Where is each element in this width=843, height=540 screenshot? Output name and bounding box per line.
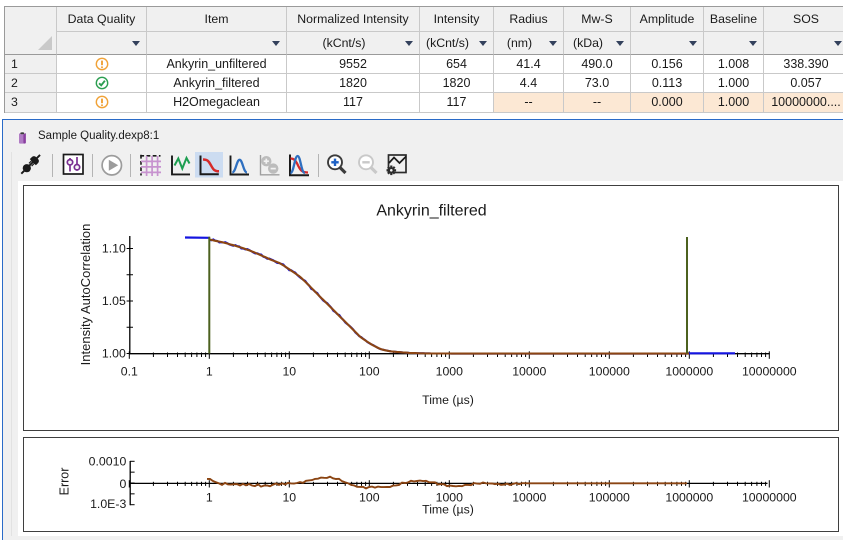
svg-text:10000000: 10000000	[742, 491, 797, 505]
svg-text:Time (µs): Time (µs)	[422, 393, 474, 407]
svg-text:1000: 1000	[436, 491, 464, 505]
svg-text:1.00: 1.00	[102, 347, 126, 361]
svg-text:Intensity AutoCorrelation: Intensity AutoCorrelation	[78, 224, 93, 366]
svg-text:1.05: 1.05	[102, 294, 126, 308]
svg-text:Error: Error	[58, 468, 72, 496]
svg-text:Ankyrin_filtered: Ankyrin_filtered	[376, 203, 486, 220]
svg-text:1.0E-3: 1.0E-3	[90, 497, 126, 511]
svg-text:100000: 100000	[589, 491, 630, 505]
svg-text:0.0010: 0.0010	[89, 455, 127, 469]
svg-text:Time (µs): Time (µs)	[422, 503, 474, 517]
svg-text:10000: 10000	[512, 491, 546, 505]
svg-text:10000: 10000	[512, 365, 546, 379]
svg-text:1000000: 1000000	[665, 491, 713, 505]
svg-text:100: 100	[359, 491, 380, 505]
svg-text:1: 1	[206, 365, 213, 379]
svg-text:10: 10	[282, 491, 296, 505]
svg-text:1000000: 1000000	[665, 365, 713, 379]
svg-text:1: 1	[206, 491, 213, 505]
svg-text:100000: 100000	[589, 365, 630, 379]
svg-text:0: 0	[119, 477, 126, 491]
svg-text:1.10: 1.10	[102, 242, 126, 256]
svg-text:10: 10	[282, 365, 296, 379]
svg-text:1000: 1000	[436, 365, 464, 379]
svg-text:0.1: 0.1	[121, 365, 138, 379]
svg-text:100: 100	[359, 365, 380, 379]
svg-text:10000000: 10000000	[742, 365, 797, 379]
